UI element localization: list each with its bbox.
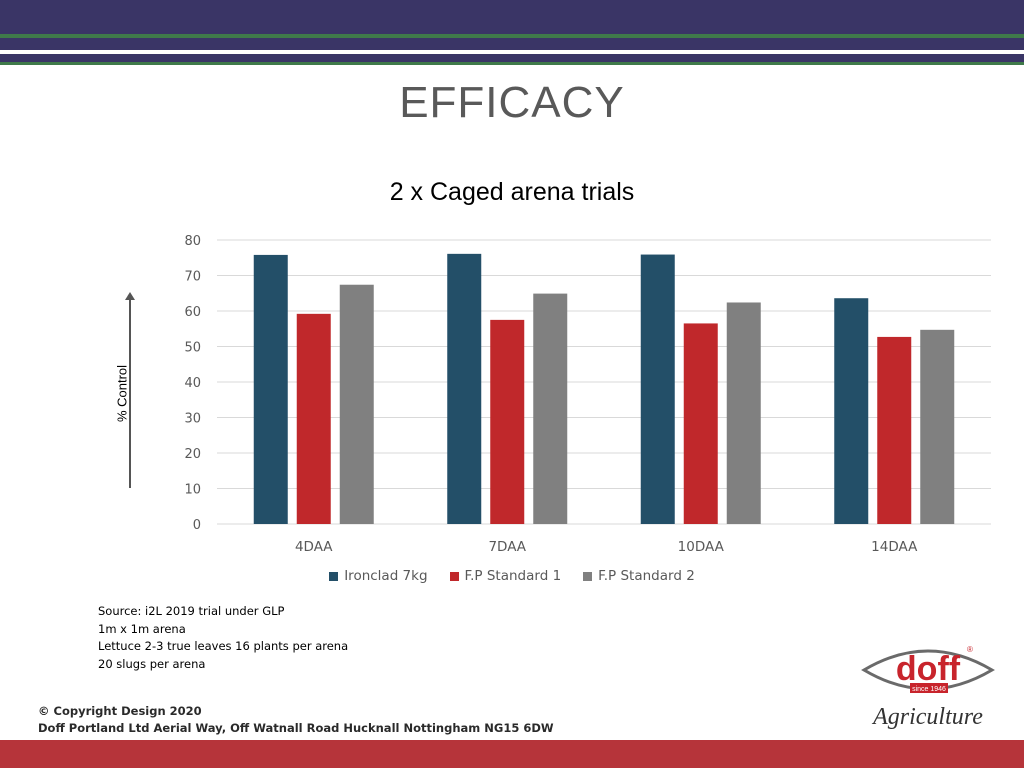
bar bbox=[726, 302, 761, 524]
green-stripe bbox=[0, 34, 1024, 38]
white-stripe bbox=[0, 50, 1024, 54]
y-tick-label: 80 bbox=[184, 234, 201, 249]
note-line: Source: i2L 2019 trial under GLP bbox=[98, 604, 285, 618]
y-axis-arrow bbox=[129, 296, 131, 488]
bar bbox=[253, 254, 288, 524]
x-tick-label: 4DAA bbox=[295, 539, 333, 555]
green-stripe-lower bbox=[0, 62, 1024, 65]
copyright-line: © Copyright Design 2020 bbox=[38, 704, 202, 718]
doff-agriculture-logo: doff ® since 1946 Agriculture bbox=[861, 645, 995, 730]
y-tick-label: 10 bbox=[184, 483, 201, 498]
note-line: Lettuce 2-3 true leaves 16 plants per ar… bbox=[98, 639, 349, 653]
y-tick-label: 30 bbox=[184, 412, 201, 427]
legend-swatch bbox=[449, 571, 459, 581]
header-stripe-lower bbox=[0, 54, 1024, 62]
bar bbox=[683, 323, 718, 524]
logo-since-text: since 1946 bbox=[912, 686, 946, 693]
bar bbox=[339, 284, 374, 524]
y-tick-label: 40 bbox=[184, 376, 201, 391]
legend-item-fp-standard-2: F.P Standard 2 bbox=[583, 568, 695, 584]
legend-label: Ironclad 7kg bbox=[344, 568, 428, 584]
bar-chart: 0 10 20 30 40 50 60 70 80 4DAA 7DAA 10DAA 14DAA bbox=[184, 234, 991, 555]
y-tick-label: 20 bbox=[184, 447, 201, 462]
top-header-band bbox=[0, 0, 1024, 34]
legend-label: F.P Standard 2 bbox=[598, 568, 695, 584]
y-tick-label: 70 bbox=[184, 270, 201, 285]
y-tick-label: 60 bbox=[184, 305, 201, 320]
arrow-up-icon bbox=[125, 292, 135, 300]
bar bbox=[533, 293, 568, 524]
legend-label: F.P Standard 1 bbox=[464, 568, 562, 584]
y-tick-label: 50 bbox=[184, 341, 201, 356]
address-line: Doff Portland Ltd Aerial Way, Off Watnal… bbox=[38, 721, 554, 735]
slide-title: EFFICACY bbox=[399, 78, 625, 127]
note-line: 20 slugs per arena bbox=[98, 656, 206, 671]
bar bbox=[640, 254, 675, 524]
logo-since-badge bbox=[910, 683, 948, 693]
bar bbox=[296, 313, 331, 524]
registered-mark: ® bbox=[967, 645, 973, 654]
header-stripe bbox=[0, 38, 1024, 50]
note-line: 1m x 1m arena bbox=[98, 621, 186, 636]
footer-band bbox=[0, 740, 1024, 768]
chart-title: 2 x Caged arena trials bbox=[389, 178, 635, 206]
y-tick-label: 0 bbox=[193, 518, 201, 533]
source-notes: Source: i2L 2019 trial under GLP 1m x 1m… bbox=[98, 603, 348, 673]
bar bbox=[877, 336, 912, 524]
legend-swatch bbox=[329, 571, 339, 581]
logo-wordmark: doff bbox=[896, 650, 961, 688]
legend-item-fp-standard-1: F.P Standard 1 bbox=[449, 568, 562, 584]
chart-legend: Ironclad 7kg F.P Standard 1 F.P Standard… bbox=[0, 568, 1024, 584]
logo-tagline: Agriculture bbox=[871, 704, 983, 730]
copyright-block: © Copyright Design 2020 Doff Portland Lt… bbox=[38, 703, 554, 737]
x-tick-label: 10DAA bbox=[678, 539, 725, 555]
logo-outline bbox=[861, 649, 995, 691]
bar bbox=[920, 329, 955, 524]
legend-swatch bbox=[583, 571, 593, 581]
x-tick-label: 14DAA bbox=[871, 539, 918, 555]
bar bbox=[447, 253, 482, 524]
x-tick-label: 7DAA bbox=[488, 539, 526, 555]
legend-item-ironclad: Ironclad 7kg bbox=[329, 568, 428, 584]
bar bbox=[490, 319, 525, 524]
bar bbox=[834, 298, 869, 524]
